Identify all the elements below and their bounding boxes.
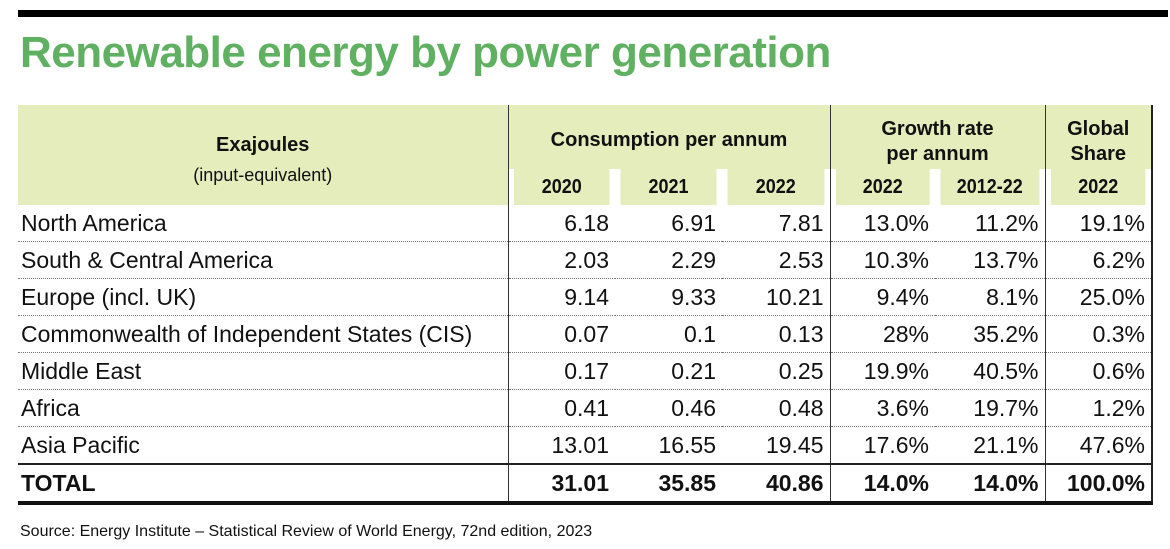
value-cell: 7.81	[722, 205, 830, 242]
value-cell: 0.41	[507, 389, 615, 427]
value-cell: 8.1%	[935, 278, 1045, 316]
value-cell: 13.0%	[829, 205, 935, 242]
value-cell: 0.1	[615, 315, 722, 353]
region-label: Asia Pacific	[21, 431, 140, 458]
value-cell: 19.7%	[935, 389, 1045, 427]
table-row: Europe (incl. UK) 9.14 9.33 10.21 9.4% 8.1% 25…	[18, 278, 1153, 316]
year-header: 2012-22	[940, 169, 1040, 205]
value-cell: 0.07	[507, 315, 615, 353]
table-row: Africa 0.41 0.46 0.48 3.6% 19.7% 1.2%	[18, 389, 1153, 427]
value-cell: 0.13	[722, 315, 830, 353]
value-cell: 17.6%	[829, 426, 935, 464]
value-cell: 31.01	[507, 463, 615, 505]
value-cell: 35.85	[615, 463, 722, 505]
region-label: North America	[18, 205, 508, 242]
value-cell: 47.6%	[1044, 426, 1153, 464]
region-label: South & Central America	[18, 241, 508, 279]
table-row: South & Central America 2.03 2.29 2.53 10.3%…	[18, 241, 1153, 279]
year-header: 2022	[727, 169, 825, 205]
value-cell: 6.2%	[1044, 241, 1153, 279]
unit-note: (input-equivalent)	[193, 165, 333, 185]
value-cell: 35.2%	[935, 315, 1045, 353]
value-cell: 2.03	[507, 241, 615, 279]
value-cell: 28%	[829, 315, 935, 353]
value-cell: 14.0%	[829, 463, 935, 505]
value-cell: 0.21	[615, 352, 722, 390]
year-header: 2021	[620, 169, 717, 205]
table-row: Asia Pacific 13.01 16.55 19.45 17.6% 21.1% 47.…	[18, 426, 1153, 464]
value-cell: 19.9%	[829, 352, 935, 390]
value-cell: 40.5%	[935, 352, 1045, 390]
value-cell: 16.55	[658, 431, 716, 458]
unit-header: Exajoules (input-equivalent)	[18, 105, 508, 205]
value-cell: 9.33	[615, 278, 722, 316]
value-cell: 10.21	[722, 278, 830, 316]
page-title: Renewable energy by power generation	[20, 28, 831, 77]
value-cell: 100.0%	[1044, 463, 1153, 505]
value-cell: 14.0%	[935, 463, 1045, 505]
source-note: Source: Energy Institute – Statistical R…	[20, 523, 593, 540]
unit-label: Exajoules	[216, 134, 310, 156]
value-cell: 13.01	[507, 426, 615, 464]
value-cell: 2.29	[615, 241, 722, 279]
value-cell: 3.6%	[829, 389, 935, 427]
growth-header: Growth rate per annum	[829, 105, 1045, 169]
value-cell: 0.6%	[1044, 352, 1153, 390]
region-label: Europe (incl. UK)	[18, 278, 508, 316]
value-cell: 0.48	[722, 389, 830, 427]
region-label: Africa	[18, 389, 508, 427]
share-header: Global Share	[1044, 105, 1153, 169]
year-header: 2020	[512, 169, 610, 205]
value-cell: 19.45	[765, 431, 824, 458]
region-label: TOTAL	[18, 463, 508, 505]
value-cell: 1.2%	[1044, 389, 1153, 427]
value-cell: 0.17	[507, 352, 615, 390]
total-row: TOTAL 31.01 35.85 40.86 14.0% 14.0% 100.0%	[18, 463, 1153, 505]
year-header: 2022	[834, 169, 930, 205]
region-label: Middle East	[18, 352, 508, 390]
value-cell: 40.86	[722, 463, 830, 505]
value-cell: 19.1%	[1044, 205, 1153, 242]
value-cell: 11.2%	[935, 205, 1045, 242]
table-row: Commonwealth of Independent States (CIS)…	[18, 315, 1153, 353]
value-cell: 0.25	[722, 352, 830, 390]
data-table: Exajoules (input-equivalent) Consumption…	[18, 105, 1153, 505]
table-row: North America 6.18 6.91 7.81 13.0% 11.2% 19.1%	[18, 205, 1153, 242]
value-cell: 2.53	[722, 241, 830, 279]
value-cell: 0.46	[615, 389, 722, 427]
value-cell: 9.14	[507, 278, 615, 316]
year-header: 2022	[1049, 169, 1148, 205]
value-cell: 9.4%	[829, 278, 935, 316]
value-cell: 10.3%	[829, 241, 935, 279]
top-rule	[18, 10, 1168, 17]
value-cell: 21.1%	[973, 431, 1039, 458]
value-cell: 6.91	[615, 205, 722, 242]
region-label: Commonwealth of Independent States (CIS)	[18, 315, 508, 353]
consumption-header: Consumption per annum	[507, 105, 830, 169]
value-cell: 25.0%	[1044, 278, 1153, 316]
value-cell: 6.18	[507, 205, 615, 242]
value-cell: 0.3%	[1044, 315, 1153, 353]
table-row: Middle East 0.17 0.21 0.25 19.9% 40.5% 0.6%	[18, 352, 1153, 390]
value-cell: 13.7%	[935, 241, 1045, 279]
